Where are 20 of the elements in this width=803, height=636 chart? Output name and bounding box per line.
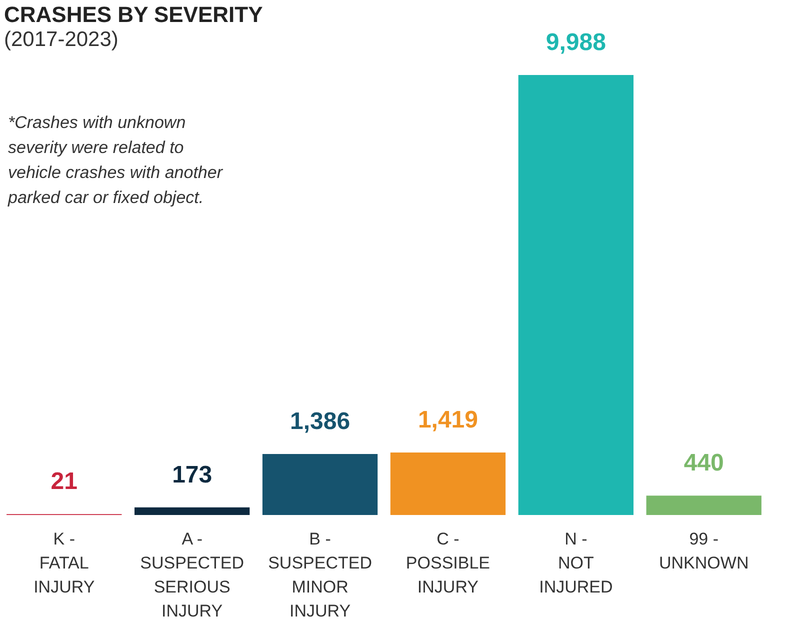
- bar: [134, 507, 250, 515]
- x-tick-label: K - FATAL INJURY: [34, 530, 95, 596]
- x-tick-label: B - SUSPECTED MINOR INJURY: [268, 530, 372, 620]
- bar: [646, 496, 762, 515]
- chart-subtitle: (2017-2023): [4, 28, 118, 51]
- bar: [390, 452, 506, 515]
- x-tick-label: 99 - UNKNOWN: [659, 530, 749, 572]
- data-label: 21: [50, 468, 78, 496]
- bar: [262, 454, 378, 515]
- annotation: *Crashes with unknown severity were related to vehicle crashes with another parked car or fixed object.: [7, 113, 224, 207]
- data-label: 440: [684, 450, 724, 477]
- data-label: 1,419: [418, 406, 478, 434]
- data-label: 1,386: [290, 408, 350, 435]
- x-tick-label: C - POSSIBLE INJURY: [406, 530, 490, 596]
- chart-title: CRASHES BY SEVERITY: [4, 2, 264, 27]
- x-tick-label: A - SUSPECTED SERIOUS INJURY: [140, 530, 244, 620]
- data-label: 9,988: [546, 29, 606, 56]
- bar: [518, 75, 634, 515]
- x-tick-label: N - NOT INJURED: [539, 530, 613, 596]
- data-label: 173: [172, 461, 212, 488]
